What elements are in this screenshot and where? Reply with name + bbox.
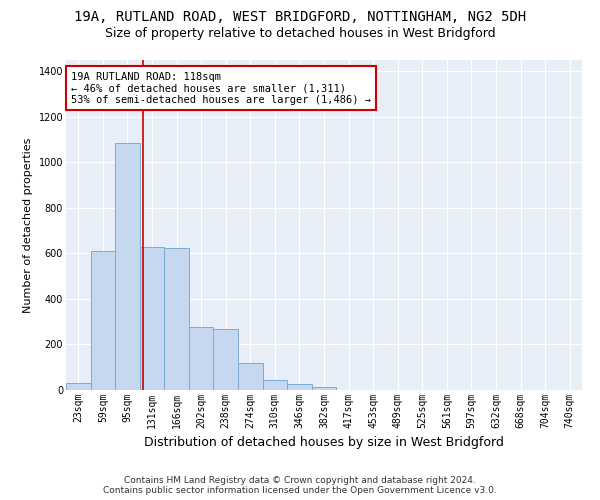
Bar xyxy=(91,251,115,390)
Text: Size of property relative to detached houses in West Bridgford: Size of property relative to detached ho… xyxy=(104,28,496,40)
Bar xyxy=(66,383,91,390)
Bar xyxy=(263,380,287,390)
Bar xyxy=(214,328,238,390)
Text: 19A RUTLAND ROAD: 118sqm
← 46% of detached houses are smaller (1,311)
53% of sem: 19A RUTLAND ROAD: 118sqm ← 46% of detach… xyxy=(71,72,371,105)
Text: Contains HM Land Registry data © Crown copyright and database right 2024.
Contai: Contains HM Land Registry data © Crown c… xyxy=(103,476,497,495)
X-axis label: Distribution of detached houses by size in West Bridgford: Distribution of detached houses by size … xyxy=(144,436,504,450)
Bar xyxy=(287,384,312,390)
Bar xyxy=(115,143,140,390)
Text: 19A, RUTLAND ROAD, WEST BRIDGFORD, NOTTINGHAM, NG2 5DH: 19A, RUTLAND ROAD, WEST BRIDGFORD, NOTTI… xyxy=(74,10,526,24)
Bar xyxy=(238,362,263,390)
Bar xyxy=(164,248,189,390)
Bar xyxy=(312,386,336,390)
Y-axis label: Number of detached properties: Number of detached properties xyxy=(23,138,33,312)
Bar xyxy=(140,246,164,390)
Bar xyxy=(189,328,214,390)
